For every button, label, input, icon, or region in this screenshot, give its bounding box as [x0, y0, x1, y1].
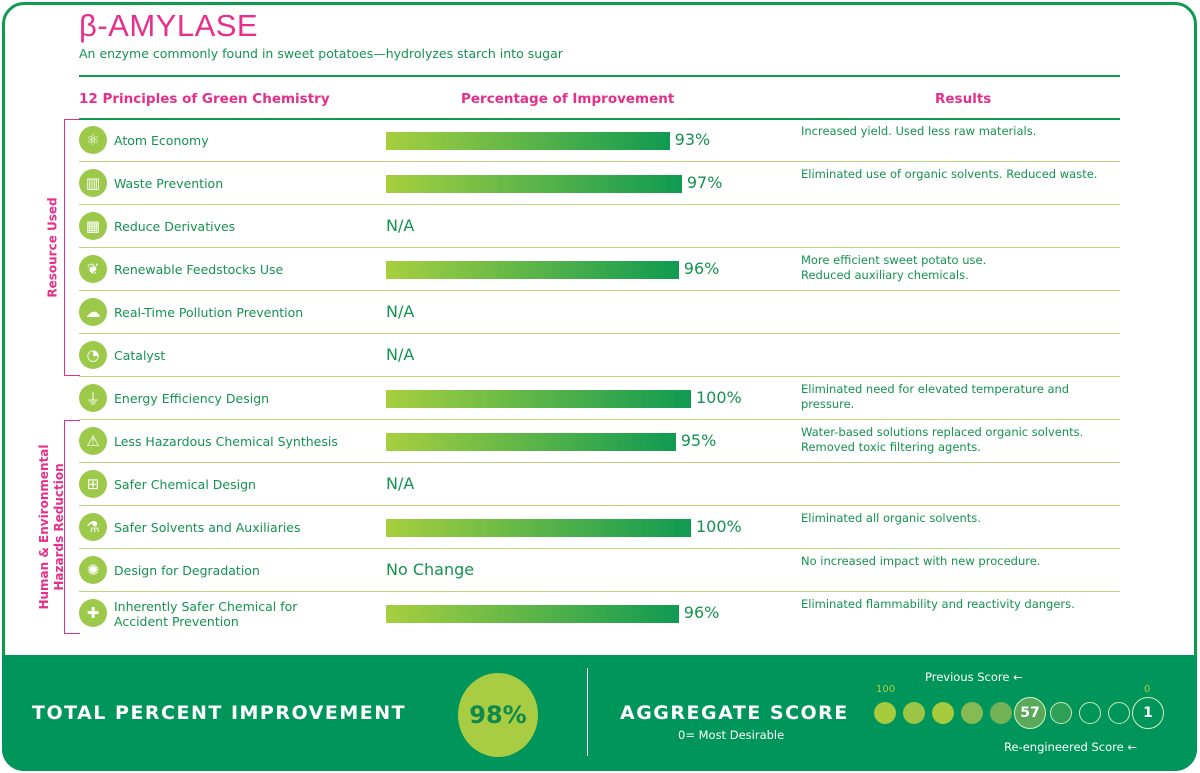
- score-dot: [990, 702, 1012, 724]
- plant-icon: ❦: [79, 255, 107, 283]
- improvement-bar: [386, 390, 691, 408]
- principle-name: Design for Degradation: [114, 563, 260, 578]
- improvement-value: 100%: [696, 388, 742, 407]
- group-label-hazard: Human & Environmental Hazards Reduction: [37, 444, 66, 610]
- score-dot: [874, 702, 896, 724]
- group-bracket-resource: [64, 119, 80, 376]
- scale-min: 0: [1144, 684, 1151, 695]
- principle-row: ✚ Inherently Safer Chemical for Accident P…: [79, 592, 1120, 635]
- principle-row: ◔ Catalyst N/A: [79, 334, 1120, 377]
- result-text: Water-based solutions replaced organic s…: [801, 425, 1084, 454]
- improvement-value: 96%: [683, 259, 720, 278]
- principle-name: Safer Chemical Design: [114, 477, 256, 492]
- divider: [79, 118, 1120, 120]
- previous-score: 57: [1014, 697, 1046, 729]
- principle-row: ❦ Renewable Feedstocks Use 96% More efficie…: [79, 248, 1120, 291]
- improvement-value: 96%: [683, 603, 720, 622]
- molecule-icon: ✺: [79, 556, 107, 584]
- warning-icon: ⚠: [79, 427, 107, 455]
- improvement-bar: [386, 175, 682, 193]
- result-text: No increased impact with new procedure.: [801, 554, 1041, 568]
- principle-name: Safer Solvents and Auxiliaries: [114, 520, 301, 535]
- principle-row: ▦ Reduce Derivatives N/A: [79, 205, 1120, 248]
- principle-name: Real-Time Pollution Prevention: [114, 305, 304, 320]
- blocks-icon: ▦: [79, 212, 107, 240]
- divider: [79, 75, 1120, 77]
- improvement-bar: [386, 433, 676, 451]
- aggregate-note: 0= Most Desirable: [678, 728, 785, 742]
- principle-row: ☁ Real-Time Pollution Prevention N/A: [79, 291, 1120, 334]
- result-text: Eliminated all organic solvents.: [801, 511, 981, 525]
- principle-name: Energy Efficiency Design: [114, 391, 270, 406]
- improvement-value: 93%: [674, 130, 711, 149]
- improvement-bar: [386, 519, 691, 537]
- principle-row: ⏚ Energy Efficiency Design 100% Eliminated …: [79, 377, 1120, 420]
- principle-row: ⊞ Safer Chemical Design N/A: [79, 463, 1120, 506]
- scale-max: 100: [876, 684, 896, 695]
- improvement-value: N/A: [386, 302, 415, 321]
- group-label-resource: Resource Used: [45, 197, 60, 298]
- improvement-bar: [386, 605, 679, 623]
- principle-name: Catalyst: [114, 348, 166, 363]
- improvement-value: N/A: [386, 474, 415, 493]
- subtitle: An enzyme commonly found in sweet potato…: [79, 46, 563, 61]
- principle-row: ⚗ Safer Solvents and Auxiliaries 100% Elimi…: [79, 506, 1120, 549]
- total-value: 98%: [458, 673, 538, 757]
- reengineered-score: 1: [1132, 697, 1164, 729]
- score-dot: [1108, 702, 1130, 724]
- header-improvement: Percentage of Improvement: [461, 91, 675, 107]
- aggregate-label: AGGREGATE SCORE: [620, 702, 849, 724]
- principle-name: Reduce Derivatives: [114, 219, 236, 234]
- improvement-value: 97%: [686, 173, 723, 192]
- header-principles: 12 Principles of Green Chemistry: [79, 91, 330, 107]
- header-results: Results: [935, 91, 992, 107]
- score-dot: [932, 702, 954, 724]
- principle-name: Less Hazardous Chemical Synthesis: [114, 434, 338, 449]
- cloud-icon: ☁: [79, 298, 107, 326]
- reengineered-label: Re-engineered Score ←: [1004, 740, 1138, 754]
- plus-icon: ✚: [79, 599, 107, 627]
- improvement-bar: [386, 132, 670, 150]
- improvement-value: N/A: [386, 216, 415, 235]
- group-bracket-hazard: [64, 420, 80, 634]
- principle-name: Atom Economy: [114, 133, 209, 148]
- principle-name: Waste Prevention: [114, 176, 224, 191]
- flask-icon: ⚗: [79, 513, 107, 541]
- footer-divider: [587, 668, 588, 756]
- score-dot: [903, 702, 925, 724]
- improvement-bar: [386, 261, 679, 279]
- previous-label: Previous Score ←: [925, 670, 1023, 684]
- first-aid-icon: ⊞: [79, 470, 107, 498]
- result-text: More efficient sweet potato use. Reduced …: [801, 253, 987, 282]
- result-text: Eliminated flammability and reactivity d…: [801, 597, 1075, 611]
- principle-row: ⚠ Less Hazardous Chemical Synthesis 95% Wat…: [79, 420, 1120, 463]
- principle-row: ✺ Design for Degradation No Change No incre…: [79, 549, 1120, 592]
- page-title: β-AMYLASE: [79, 8, 259, 43]
- result-text: Eliminated use of organic solvents. Redu…: [801, 167, 1098, 181]
- clock-icon: ◔: [79, 341, 107, 369]
- total-label: TOTAL PERCENT IMPROVEMENT: [32, 702, 407, 724]
- principle-name: Inherently Safer Chemical for Accident Pr…: [114, 598, 298, 629]
- result-text: Eliminated need for elevated temperature…: [801, 382, 1070, 411]
- principle-row: ▥ Waste Prevention 97% Eliminated use of or…: [79, 162, 1120, 205]
- atom-icon: ⚛: [79, 126, 107, 154]
- improvement-value: 95%: [680, 431, 717, 450]
- score-dot: [961, 702, 983, 724]
- score-dot: [1050, 702, 1072, 724]
- principle-name: Renewable Feedstocks Use: [114, 262, 284, 277]
- plug-icon: ⏚: [79, 384, 107, 412]
- trash-icon: ▥: [79, 169, 107, 197]
- score-dot: [1079, 702, 1101, 724]
- improvement-value: N/A: [386, 345, 415, 364]
- principle-row: ⚛ Atom Economy 93% Increased yield. Used le…: [79, 119, 1120, 162]
- improvement-value: 100%: [696, 517, 742, 536]
- improvement-value: No Change: [386, 560, 475, 579]
- result-text: Increased yield. Used less raw materials…: [801, 124, 1037, 138]
